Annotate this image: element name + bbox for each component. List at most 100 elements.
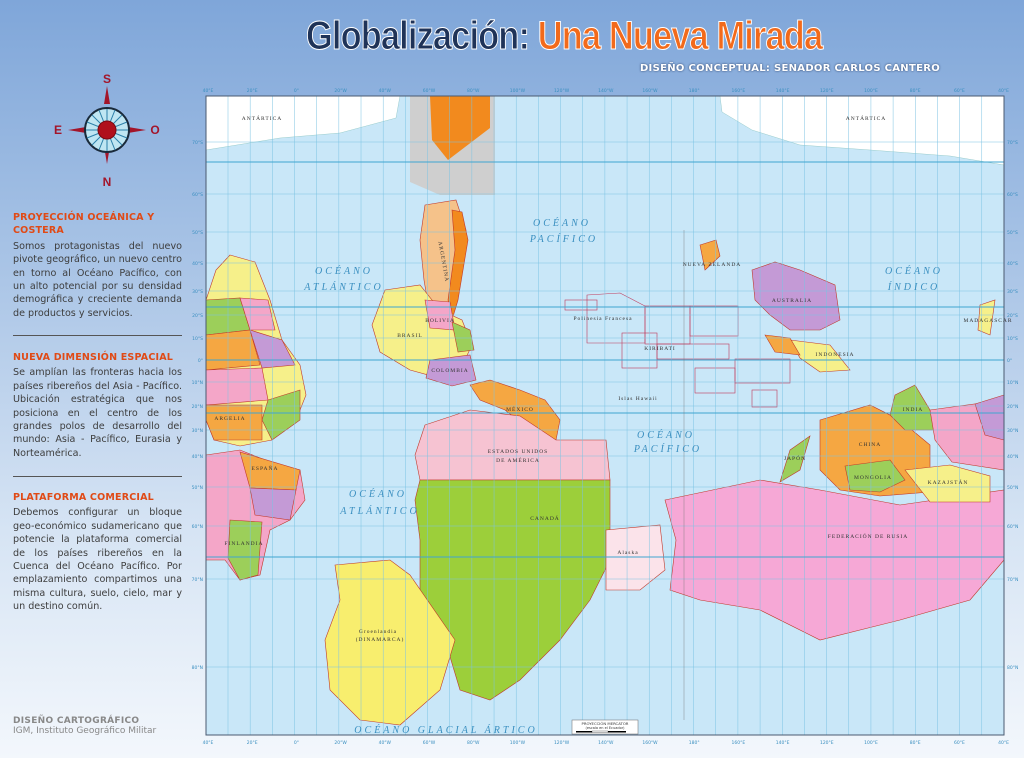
longitude-label: 40°E <box>203 740 214 746</box>
longitude-label: 80°W <box>467 740 480 746</box>
credits-body: IGM, Instituto Geográfico Militar <box>13 726 157 736</box>
country-label: CHINA <box>859 442 881 448</box>
latitude-label: 10°N <box>192 380 203 386</box>
ocean-label: ATLÁNTICO <box>339 505 419 517</box>
latitude-label: 30°S <box>192 289 203 295</box>
divider <box>13 476 182 477</box>
compass-west-label: O <box>150 123 159 137</box>
country-label: ESTADOS UNIDOS <box>488 449 548 455</box>
ocean-label: OCÉANO <box>637 429 695 441</box>
section-heading: NUEVA DIMENSIÓN ESPACIAL <box>13 352 174 363</box>
section-heading: PROYECCIÓN OCEÁNICA Y COSTERA <box>13 212 155 237</box>
compass-east-label: E <box>54 123 62 137</box>
longitude-label: 40°W <box>379 88 392 94</box>
latitude-label: 80°N <box>1007 665 1018 671</box>
country-label: Groenlandia <box>359 629 397 635</box>
longitude-label: 20°E <box>247 88 258 94</box>
country-label: BRASIL <box>397 333 423 339</box>
country-label: DE AMÉRICA <box>496 456 540 464</box>
page-subtitle: DISEÑO CONCEPTUAL: SENADOR CARLOS CANTER… <box>639 63 940 74</box>
longitude-label: 20°W <box>334 740 347 746</box>
country-label: KAZAJSTÁN <box>928 478 969 486</box>
section-body: Debemos configurar un bloque geo-económi… <box>13 507 182 613</box>
new-zealand <box>699 239 721 271</box>
country-label: FINLANDIA <box>225 541 264 547</box>
ocean-label: ATLÁNTICO <box>303 281 383 293</box>
ocean-label: OCÉANO GLACIAL ÁRTICO <box>354 724 537 736</box>
country-label: ESPAÑA <box>252 464 279 472</box>
longitude-label: 100°W <box>510 740 526 746</box>
longitude-label: 40°E <box>998 88 1009 94</box>
longitude-label: 140°E <box>776 740 790 746</box>
ocean-label: ÍNDICO <box>887 281 940 293</box>
latitude-label: 20°N <box>192 404 203 410</box>
longitude-label: 40°W <box>379 740 392 746</box>
cartographic-credits: DISEÑO CARTOGRÁFICO IGM, Instituto Geogr… <box>13 716 156 736</box>
latitude-label: 30°S <box>1007 289 1018 295</box>
japan <box>779 435 811 483</box>
longitude-label: 160°E <box>732 740 746 746</box>
longitude-label: 80°W <box>467 88 480 94</box>
longitude-label: 120°W <box>554 88 570 94</box>
latitude-label: 70°S <box>192 140 203 146</box>
longitude-label: 160°E <box>732 88 746 94</box>
country-label: AUSTRALIA <box>772 298 812 304</box>
latitude-label: 50°S <box>1007 230 1018 236</box>
longitude-label: 160°W <box>642 740 658 746</box>
latitude-label: 40°S <box>1007 261 1018 267</box>
country-label: Polinesia Francesa <box>573 316 632 322</box>
country-label: FEDERACIÓN DE RUSIA <box>828 532 908 540</box>
country-label: Alaska <box>617 550 638 556</box>
pacific-island-zones <box>564 292 791 408</box>
divider <box>13 335 182 336</box>
latitude-label: 40°S <box>192 261 203 267</box>
longitude-label: 80°E <box>910 740 921 746</box>
country-label: MONGOLIA <box>854 475 892 481</box>
longitude-label: 100°E <box>864 740 878 746</box>
country-label: MADAGASCAR <box>963 318 1012 324</box>
latitude-label: 20°S <box>192 313 203 319</box>
latitude-label: 70°N <box>1007 577 1018 583</box>
title-part-1: Globalización: <box>306 14 531 59</box>
mongolia <box>844 459 906 493</box>
map-frame <box>205 95 1005 736</box>
compass-south-label: S <box>103 72 111 86</box>
country-label: MÉXICO <box>506 405 534 413</box>
ocean-label: PACÍFICO <box>633 443 702 455</box>
country-label: INDIA <box>903 407 924 413</box>
chilean-antarctic-territory <box>430 96 490 160</box>
latitude-label: 0° <box>1007 358 1012 364</box>
country-label: CANADÁ <box>530 514 560 522</box>
country-label: KIRIBATI <box>644 346 676 352</box>
latitude-label: 50°S <box>192 230 203 236</box>
page-title: Globalización: Una Nueva Mirada <box>306 14 824 59</box>
south-america <box>371 199 477 387</box>
ocean-label: OCÉANO <box>533 217 591 229</box>
longitude-label: 120°E <box>820 740 834 746</box>
greenland <box>324 559 456 726</box>
latitude-label: 60°S <box>1007 192 1018 198</box>
legend-subtitle: (escala en el Ecuador) <box>585 726 625 730</box>
latitude-label: 40°N <box>1007 454 1018 460</box>
ocean-label: OCÉANO <box>885 265 943 277</box>
longitude-label: 120°W <box>554 740 570 746</box>
longitude-label: 60°W <box>423 88 436 94</box>
longitude-label: 60°E <box>954 88 965 94</box>
legend-title: PROYECCIÓN MERCATOR <box>582 721 629 726</box>
projection-legend: PROYECCIÓN MERCATOR (escala en el Ecuado… <box>571 719 639 735</box>
country-label: JAPÓN <box>784 454 806 462</box>
longitude-label: 140°E <box>776 88 790 94</box>
ocean-label: OCÉANO <box>315 265 373 277</box>
ocean-label: OCÉANO <box>349 488 407 500</box>
latitude-label: 10°S <box>1007 336 1018 342</box>
kazakhstan <box>904 464 991 503</box>
compass-rose-icon: S E O N <box>54 72 160 189</box>
credits-heading: DISEÑO CARTOGRÁFICO <box>13 716 140 726</box>
section-body: Se amplían las fronteras hacia los paíse… <box>13 367 182 459</box>
longitude-label: 80°E <box>910 88 921 94</box>
country-label: ANTÁRTICA <box>242 114 282 122</box>
latitude-label: 10°S <box>192 336 203 342</box>
latitude-label: 20°S <box>1007 313 1018 319</box>
longitude-label: 40°E <box>203 88 214 94</box>
